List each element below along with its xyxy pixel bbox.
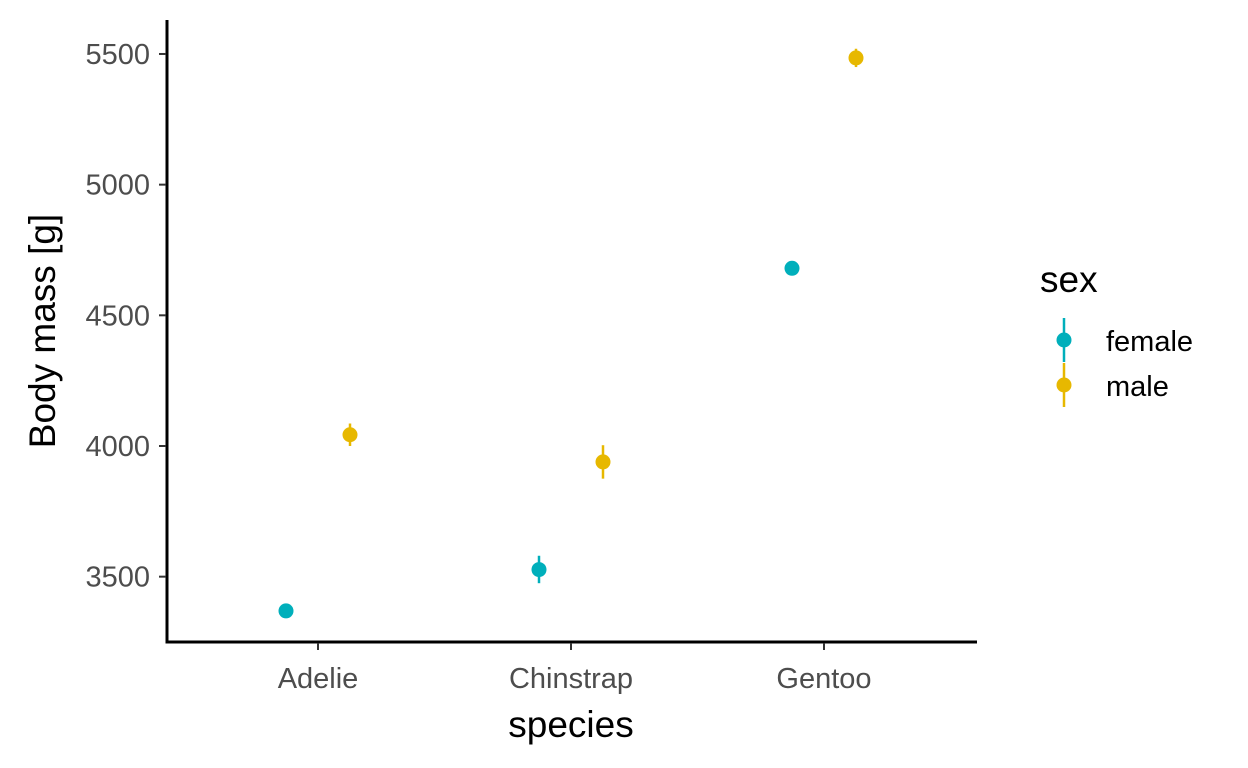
legend-key-dot: [1056, 377, 1072, 393]
data-point-male-chinstrap: [595, 445, 611, 479]
legend-label: female: [1106, 326, 1193, 358]
y-tick-label: 4500: [85, 300, 150, 332]
y-axis-title: Body mass [g]: [22, 214, 63, 448]
y-tick-label: 5000: [85, 170, 150, 202]
x-axis-title: species: [508, 704, 633, 745]
point-marker: [531, 562, 547, 578]
data-point-female-adelie: [278, 603, 294, 619]
x-tick-label: Gentoo: [776, 663, 871, 695]
point-marker: [784, 260, 800, 276]
x-tick-label: Adelie: [278, 663, 359, 695]
legend-item-female: female: [1056, 318, 1193, 362]
x-tick-label: Chinstrap: [509, 663, 633, 695]
legend-items: female male: [1056, 318, 1193, 407]
legend-item-male: male: [1056, 363, 1169, 407]
point-marker: [278, 603, 294, 619]
y-ticks: 3500 4000 4500 5000 5500: [85, 39, 166, 594]
point-marker: [342, 427, 358, 443]
axes: 3500 4000 4500 5000 5500 Adelie Chinstrap Gent…: [85, 20, 977, 695]
legend-label: male: [1106, 371, 1169, 403]
x-ticks: Adelie Chinstrap Gentoo: [278, 643, 872, 695]
legend-title: sex: [1040, 259, 1098, 300]
y-tick-label: 4000: [85, 431, 150, 463]
data-point-male-adelie: [342, 423, 358, 446]
point-marker: [848, 50, 864, 66]
legend: sex female male: [1040, 259, 1193, 407]
data-point-male-gentoo: [848, 48, 864, 68]
y-tick-label: 3500: [85, 562, 150, 594]
plot-marks: [278, 48, 864, 619]
legend-key-dot: [1056, 332, 1072, 348]
data-point-female-chinstrap: [531, 555, 547, 584]
point-marker: [595, 454, 611, 470]
data-point-female-gentoo: [784, 260, 800, 276]
y-tick-label: 5500: [85, 39, 150, 71]
